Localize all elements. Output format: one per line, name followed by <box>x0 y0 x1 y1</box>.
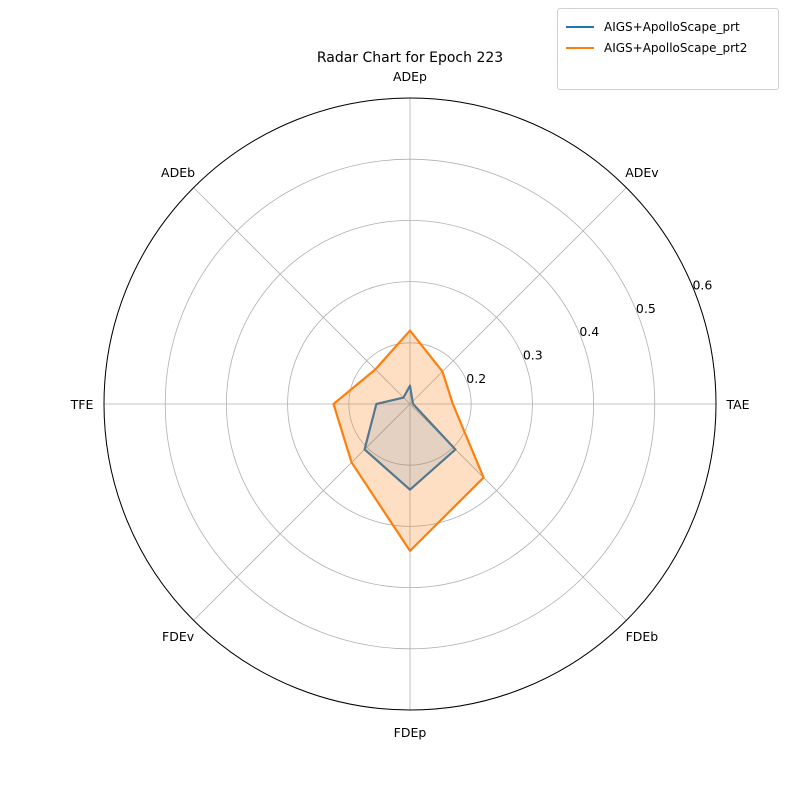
r-tick-label-2: 0.3 <box>523 348 543 363</box>
axis-label-adeb: ADEb <box>161 165 195 180</box>
spoke-adeb <box>193 187 411 405</box>
legend-item-series-2: AIGS+ApolloScape_prt2 <box>566 37 770 58</box>
axis-label-adep: ADEp <box>393 69 427 84</box>
r-tick-label-3: 0.4 <box>579 324 599 339</box>
chart-title: Radar Chart for Epoch 223 <box>317 50 503 66</box>
outer-frame <box>103 97 717 711</box>
legend-swatch-series-2 <box>566 46 594 49</box>
r-tick-label-4: 0.5 <box>636 301 656 316</box>
legend-item-series-1: AIGS+ApolloScape_prt <box>566 16 770 37</box>
axis-label-fdev: FDEv <box>162 629 195 644</box>
axis-label-fdeb: FDEb <box>626 629 659 644</box>
radar-series <box>332 329 485 552</box>
series-1-tint <box>364 385 456 490</box>
axis-label-adev: ADEv <box>625 165 659 180</box>
radar-labels: TAE ADEv ADEp ADEb TFE FDEv FDEp FDEb 0.2 0.3 0.4 0… <box>70 69 750 740</box>
spoke-adev <box>409 187 627 405</box>
axis-label-tae: TAE <box>725 397 749 412</box>
legend: AIGS+ApolloScape_prt AIGS+ApolloScape_pr… <box>557 8 779 90</box>
legend-label-series-2: AIGS+ApolloScape_prt2 <box>604 40 748 55</box>
r-tick-label-1: 0.2 <box>466 371 486 386</box>
axis-label-fdep: FDEp <box>394 725 427 740</box>
r-tick-label-5: 0.6 <box>692 277 712 292</box>
legend-swatch-series-1 <box>566 25 594 28</box>
axis-label-tfe: TFE <box>70 397 94 412</box>
spoke-fdev <box>193 403 411 621</box>
legend-label-series-1: AIGS+ApolloScape_prt <box>604 19 740 34</box>
